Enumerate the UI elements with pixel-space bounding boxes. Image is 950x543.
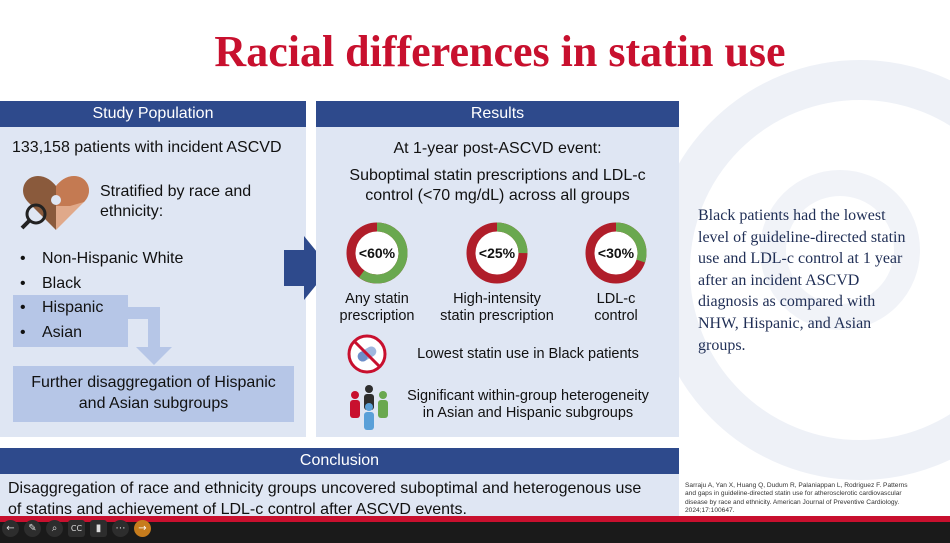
zoom-icon[interactable]: ⌕ — [46, 520, 63, 537]
list-item: • Non-Hispanic White — [20, 250, 183, 275]
right-arrow-icon — [284, 236, 330, 300]
donut-caption: High-intensity statin prescription — [430, 291, 564, 325]
suboptimal-line-2: control (<70 mg/dL) across all groups — [365, 187, 630, 204]
caption-line: High-intensity — [453, 291, 541, 307]
side-note-line: use and LDL-c control at 1 year — [698, 250, 903, 268]
caption-line: LDL-c — [596, 291, 636, 307]
donut-ldl-control — [585, 222, 647, 284]
suboptimal-line-1: Suboptimal statin prescriptions and LDL-… — [349, 167, 646, 184]
no-pill-icon — [347, 334, 387, 374]
list-item: • Black — [20, 275, 183, 300]
reference-citation: Sarraju A, Yan X, Huang Q, Dudum R, Pala… — [685, 482, 947, 515]
heterogeneity-line-2: in Asian and Hispanic subgroups — [422, 405, 634, 421]
conclusion-header: Conclusion — [0, 448, 679, 474]
results-header: Results — [316, 101, 679, 127]
race-group-list: • Non-Hispanic White • Black • Hispanic • As… — [20, 250, 183, 348]
donut-label: <30% — [597, 245, 635, 261]
reference-line: and gaps in guideline-directed statin us… — [685, 490, 902, 498]
puzzle-heart-icon — [20, 176, 89, 230]
donut-any-statin — [346, 222, 408, 284]
further-line-1: Further disaggregation of Hispanic — [31, 374, 276, 391]
timepoint-text: At 1-year post-ASCVD event: — [393, 140, 602, 157]
side-note-line: groups. — [698, 336, 746, 354]
donut-high-intensity — [466, 222, 528, 284]
reference-line: Sarraju A, Yan X, Huang Q, Dudum R, Pala… — [685, 482, 908, 489]
donut-caption: Any statin prescription — [330, 291, 424, 325]
caption-line: statin prescription — [440, 308, 554, 324]
bottom-strip — [0, 522, 950, 543]
donut-caption: LDL-c control — [570, 291, 662, 325]
patient-count: 133,158 patients with incident ASCVD — [12, 139, 282, 156]
caption-line: Any statin — [345, 291, 409, 307]
donut-value-arc — [585, 222, 647, 284]
caption-line: control — [594, 308, 638, 324]
conclusion-line-2: of statins and achievement of LDL-c cont… — [8, 501, 467, 518]
asian-highlight — [13, 319, 128, 347]
side-note-line: level of guideline-directed statin — [698, 228, 906, 246]
people-group-icon — [350, 385, 388, 430]
reference-line: disease by race and ethnicity. American … — [685, 498, 900, 506]
bullet: • — [20, 323, 26, 341]
reference-line: 2024;17:100647. — [685, 506, 735, 514]
stratified-line-1: Stratified by race and — [100, 183, 252, 200]
further-disaggregation-box: Further disaggregation of Hispanic and A… — [13, 366, 294, 422]
donut-value-arc — [346, 222, 408, 284]
heterogeneity-line-1: Significant within-group heterogeneity — [407, 388, 649, 404]
side-note-line: NHW, Hispanic, and Asian — [698, 314, 872, 332]
pen-icon[interactable]: ✎ — [24, 520, 41, 537]
side-note-line: after an incident ASCVD — [698, 271, 860, 289]
group-label: Asian — [42, 323, 83, 341]
side-note-line: Black patients had the lowest — [698, 207, 886, 224]
down-arrow-connector — [120, 307, 172, 365]
bullet: • — [20, 250, 26, 267]
group-label: Non-Hispanic White — [42, 250, 184, 267]
suboptimal-text: Suboptimal statin prescriptions and LDL-… — [316, 166, 679, 206]
next-icon[interactable]: → — [134, 520, 151, 537]
slide-title: Racial differences in statin use — [214, 27, 786, 76]
list-item: • Asian — [20, 324, 183, 349]
donut-value-arc — [466, 222, 528, 284]
footer-red-bar — [0, 516, 950, 522]
study-population-header: Study Population — [0, 101, 306, 127]
heterogeneity-text: Significant within-group heterogeneity i… — [398, 388, 658, 422]
further-line-2: and Asian subgroups — [78, 395, 229, 412]
conclusion-line-1: Disaggregation of race and ethnicity gro… — [8, 480, 642, 497]
stratified-text: Stratified by race and ethnicity: — [100, 182, 251, 222]
stratified-line-2: ethnicity: — [100, 203, 164, 220]
list-item: • Hispanic — [20, 299, 183, 324]
bullet: • — [20, 299, 26, 316]
captions-icon[interactable]: CC — [68, 520, 85, 537]
donut-label: <60% — [358, 245, 396, 261]
lowest-use-text: Lowest statin use in Black patients — [417, 346, 639, 362]
slide: Racial differences in statin use Study P… — [0, 27, 950, 522]
presenter-toolbar: ← ✎ ⌕ CC ▮ ⋯ → — [0, 517, 160, 539]
bullet: • — [20, 274, 26, 292]
donut-label: <25% — [478, 245, 516, 261]
group-label: Black — [42, 274, 82, 292]
camera-icon[interactable]: ▮ — [90, 520, 107, 537]
back-icon[interactable]: ← — [2, 520, 19, 537]
group-label: Hispanic — [42, 299, 104, 316]
caption-line: prescription — [339, 308, 415, 324]
side-note-line: diagnosis as compared with — [698, 293, 876, 311]
conclusion-body: Disaggregation of race and ethnicity gro… — [0, 474, 679, 522]
hispanic-highlight — [13, 295, 128, 319]
side-note: Black patients had the lowest level of g… — [698, 205, 938, 356]
more-icon[interactable]: ⋯ — [112, 520, 129, 537]
